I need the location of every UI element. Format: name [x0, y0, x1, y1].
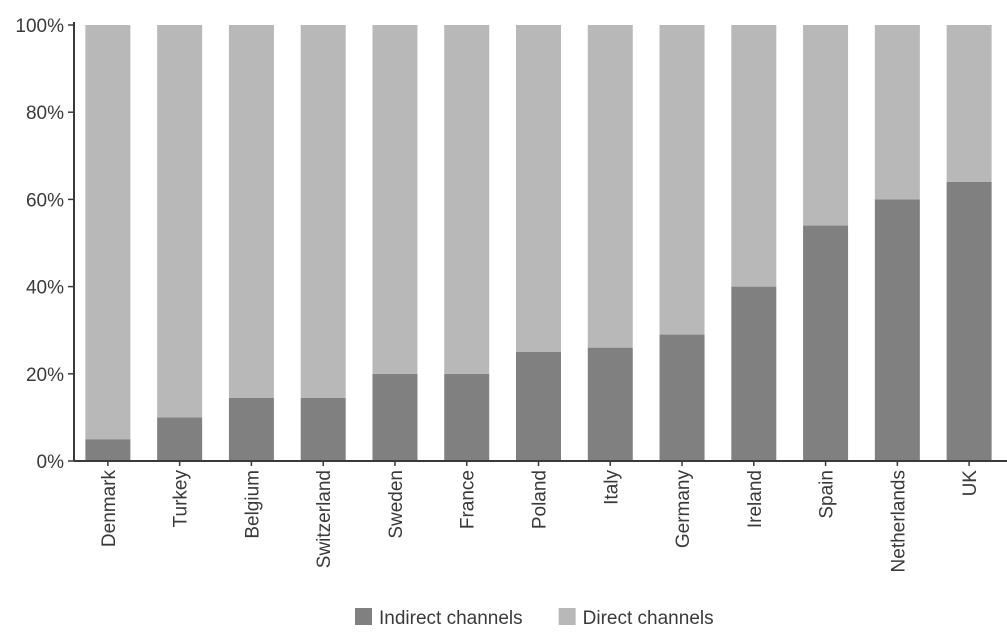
bar-indirect-channels-uk	[946, 181, 992, 461]
x-category-label-belgium: Belgium	[242, 470, 263, 539]
bar-group-denmark	[85, 25, 131, 461]
bar-direct-channels-italy	[587, 25, 633, 348]
legend-label-direct-channels: Direct channels	[583, 608, 714, 629]
bar-direct-channels-uk	[946, 25, 992, 182]
bar-group-sweden	[372, 25, 418, 461]
bar-group-switzerland	[300, 25, 346, 461]
bar-indirect-channels-netherlands	[874, 199, 920, 461]
bar-indirect-channels-denmark	[85, 439, 131, 461]
bar-group-uk	[946, 25, 992, 461]
x-category-label-france: France	[458, 470, 479, 529]
bar-direct-channels-france	[444, 25, 490, 374]
bar-indirect-channels-switzerland	[300, 397, 346, 461]
x-category-label-ireland: Ireland	[745, 470, 766, 528]
x-category-label-sweden: Sweden	[386, 470, 407, 539]
legend-item-direct-channels: Direct channels	[558, 608, 714, 629]
bar-indirect-channels-spain	[803, 225, 849, 461]
bar-indirect-channels-belgium	[228, 397, 274, 461]
x-category-label-switzerland: Switzerland	[314, 470, 335, 568]
bar-direct-channels-ireland	[731, 25, 777, 287]
legend-swatch-direct-channels	[558, 608, 576, 625]
bar-group-italy	[587, 25, 633, 461]
x-category-label-germany: Germany	[673, 470, 694, 549]
bar-indirect-channels-sweden	[372, 373, 418, 461]
bar-group-poland	[516, 25, 561, 461]
legend-item-indirect-channels: Indirect channels	[355, 608, 523, 629]
bar-direct-channels-spain	[803, 25, 849, 226]
bar-group-belgium	[228, 25, 274, 461]
bar-indirect-channels-turkey	[157, 417, 203, 461]
bar-direct-channels-germany	[659, 25, 705, 335]
x-category-label-netherlands: Netherlands	[888, 470, 909, 572]
bar-direct-channels-netherlands	[874, 25, 920, 200]
bars-layer	[85, 25, 992, 461]
bar-group-france	[444, 25, 490, 461]
bar-indirect-channels-france	[444, 373, 490, 461]
bar-group-turkey	[157, 25, 203, 461]
legend: Indirect channels Direct channels	[355, 608, 714, 629]
x-category-label-poland: Poland	[530, 470, 551, 529]
bar-indirect-channels-italy	[587, 347, 633, 461]
axes: 0% 20% 40% 60% 80% 100%	[15, 16, 1007, 473]
x-category-label-denmark: Denmark	[99, 470, 120, 548]
bar-group-germany	[659, 25, 705, 461]
bar-direct-channels-switzerland	[300, 25, 346, 398]
y-tick-label: 40%	[26, 278, 64, 299]
x-category-label-italy: Italy	[601, 470, 622, 505]
y-tick-label: 80%	[26, 103, 64, 124]
y-tick-label: 20%	[26, 365, 64, 386]
legend-swatch-indirect-channels	[355, 608, 372, 625]
y-tick-label: 100%	[15, 16, 64, 37]
x-category-label-uk: UK	[960, 470, 981, 497]
category-labels: Denmark Turkey Belgium Switzerland Sweden Fra…	[99, 461, 981, 572]
bar-group-netherlands	[874, 25, 920, 461]
bar-indirect-channels-poland	[516, 352, 561, 461]
bar-direct-channels-belgium	[228, 25, 274, 398]
y-tick-label: 60%	[26, 190, 64, 211]
bar-direct-channels-turkey	[157, 25, 203, 418]
x-category-label-spain: Spain	[817, 470, 838, 519]
bar-direct-channels-sweden	[372, 25, 418, 374]
bar-indirect-channels-germany	[659, 334, 705, 461]
x-category-label-turkey: Turkey	[171, 470, 192, 528]
bar-group-ireland	[731, 25, 777, 461]
bar-direct-channels-denmark	[85, 25, 131, 440]
legend-label-indirect-channels: Indirect channels	[379, 608, 523, 629]
y-tick-label: 0%	[37, 452, 65, 473]
bar-direct-channels-poland	[516, 25, 561, 352]
bar-group-spain	[803, 25, 849, 461]
bar-indirect-channels-ireland	[731, 286, 777, 461]
